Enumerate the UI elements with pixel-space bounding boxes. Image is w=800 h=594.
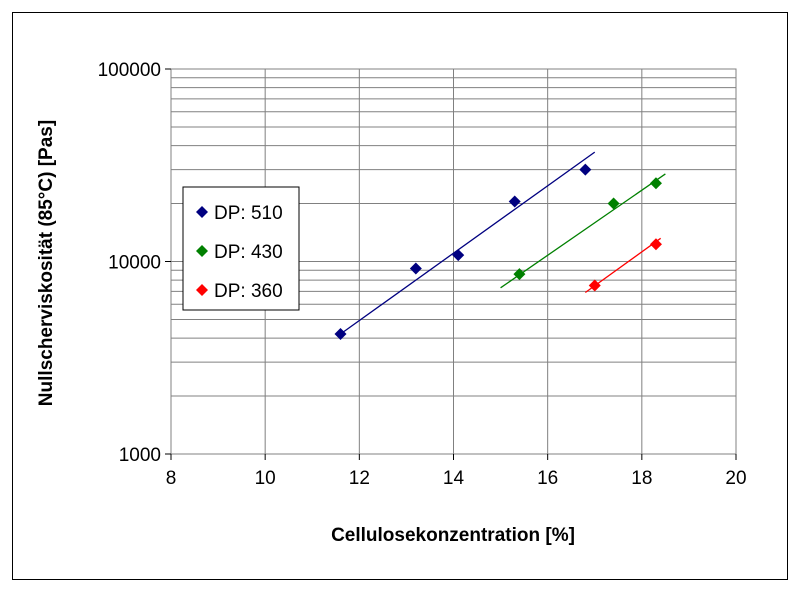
trendline-series-1 xyxy=(500,173,666,289)
legend-label: DP: 360 xyxy=(214,281,283,302)
legend: DP: 510 DP: 430 DP: 360 xyxy=(182,186,300,311)
trendlines xyxy=(340,151,666,335)
data-point-series-0 xyxy=(508,195,521,208)
data-point-series-1 xyxy=(607,197,620,210)
data-point-series-0 xyxy=(409,262,422,275)
data-points xyxy=(334,163,662,341)
y-tick-label: 100000 xyxy=(98,60,161,81)
data-point-series-1 xyxy=(649,177,662,190)
chart-frame xyxy=(12,12,788,580)
trendline-series-0 xyxy=(340,151,596,335)
x-tick-label: 8 xyxy=(166,468,177,489)
data-point-series-1 xyxy=(513,268,526,281)
x-tick-label: 18 xyxy=(631,468,652,489)
x-tick-label: 16 xyxy=(537,468,558,489)
y-axis-title: Nullscherviskosität (85°C) [Pas] xyxy=(36,120,57,406)
legend-marker xyxy=(196,206,208,218)
y-tick-label: 10000 xyxy=(108,253,161,274)
legend-marker xyxy=(196,245,208,257)
legend-label: DP: 430 xyxy=(214,242,283,263)
data-point-series-0 xyxy=(334,328,347,341)
data-point-series-2 xyxy=(588,279,601,292)
x-tick-label: 20 xyxy=(725,468,746,489)
data-point-series-2 xyxy=(649,238,662,251)
x-tick-label: 12 xyxy=(349,468,370,489)
data-point-series-0 xyxy=(452,249,465,262)
data-point-series-0 xyxy=(579,163,592,176)
legend-marker xyxy=(196,284,208,296)
y-tick-label: 1000 xyxy=(119,445,161,466)
x-tick-label: 10 xyxy=(255,468,276,489)
x-tick-label: 14 xyxy=(443,468,465,489)
ticks-layer: 8 10 12 14 16 18 20 1000 10000 100000 xyxy=(98,60,747,489)
x-axis-title: Cellulosekonzentration [%] xyxy=(331,525,575,546)
legend-label: DP: 510 xyxy=(214,203,283,224)
